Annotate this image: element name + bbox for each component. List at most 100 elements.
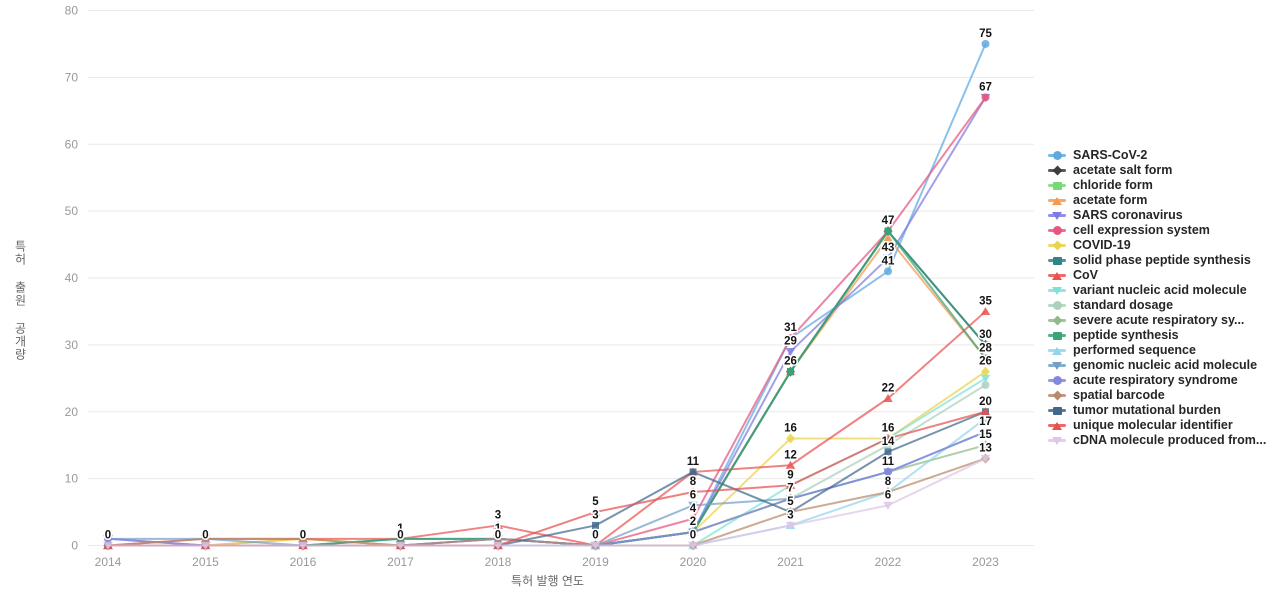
x-tick-label-2017: 2017 xyxy=(387,555,414,569)
circle-marker-icon xyxy=(1048,226,1066,236)
square-marker-icon xyxy=(1048,181,1066,191)
point-label: 12 xyxy=(784,449,797,461)
circle-marker-icon xyxy=(1048,301,1066,311)
data-point xyxy=(103,541,113,550)
data-point xyxy=(592,521,599,529)
data-point xyxy=(981,427,990,436)
data-point xyxy=(201,533,210,544)
legend-label: SARS coronavirus xyxy=(1073,208,1183,222)
y-tick-label: 50 xyxy=(65,204,79,218)
legend-item-unique-molecular-identifier[interactable]: unique molecular identifier xyxy=(1048,419,1266,432)
point-label: 2 xyxy=(690,516,696,528)
data-point xyxy=(493,541,503,550)
point-label: 8 xyxy=(690,476,697,488)
square-marker-icon xyxy=(1048,331,1066,341)
legend-item-solid-phase-peptide-synthesis[interactable]: solid phase peptide synthesis xyxy=(1048,254,1266,267)
data-point xyxy=(493,520,503,530)
legend-item-genomic-nucleic-acid-molecule[interactable]: genomic nucleic acid molecule xyxy=(1048,359,1266,372)
point-label: 11 xyxy=(882,456,895,468)
point-label: 28 xyxy=(979,342,992,354)
square-marker-icon xyxy=(1048,256,1066,266)
legend-item-variant-nucleic-acid-molecule[interactable]: variant nucleic acid molecule xyxy=(1048,284,1266,297)
legend-item-severe-acute-respiratory-sy-[interactable]: severe acute respiratory sy... xyxy=(1048,314,1266,327)
legend-label: peptide synthesis xyxy=(1073,328,1179,342)
legend-item-sars-coronavirus[interactable]: SARS coronavirus xyxy=(1048,209,1266,222)
series-sars-coronavirus xyxy=(103,93,991,550)
triangle-marker-icon xyxy=(1048,196,1066,206)
data-point xyxy=(397,535,404,543)
data-point xyxy=(785,521,796,530)
legend-item-acetate-salt-form[interactable]: acetate salt form xyxy=(1048,164,1266,177)
legend-item-sars-cov-2[interactable]: SARS-CoV-2 xyxy=(1048,149,1266,162)
legend-item-cdna-molecule-produced-from-[interactable]: cDNA molecule produced from... xyxy=(1048,434,1266,447)
legend-label: variant nucleic acid molecule xyxy=(1073,283,1247,297)
point-label: 0 xyxy=(397,530,403,542)
x-tick-label-2022: 2022 xyxy=(875,555,902,569)
series-peptide-synthesis xyxy=(104,227,989,549)
point-label: 15 xyxy=(979,429,992,441)
legend-item-cell-expression-system[interactable]: cell expression system xyxy=(1048,224,1266,237)
point-label: 11 xyxy=(687,456,700,468)
data-point xyxy=(884,467,892,476)
data-point xyxy=(688,487,698,496)
data-point xyxy=(590,541,601,550)
data-point xyxy=(883,487,893,497)
data-point xyxy=(493,533,503,544)
point-label: 47 xyxy=(882,215,895,227)
point-label: 0 xyxy=(300,530,306,542)
point-label: 0 xyxy=(105,530,111,542)
x-tick-label-2014: 2014 xyxy=(95,555,122,569)
legend-label: solid phase peptide synthesis xyxy=(1073,253,1251,267)
series-severe-acute-respiratory-sy- xyxy=(103,440,990,551)
legend-item-standard-dosage[interactable]: standard dosage xyxy=(1048,299,1266,312)
series-genomic-nucleic-acid-molecule xyxy=(103,428,991,550)
data-point xyxy=(883,393,893,402)
legend-item-covid-19[interactable]: COVID-19 xyxy=(1048,239,1266,252)
legend-label: severe acute respiratory sy... xyxy=(1073,313,1245,327)
data-point xyxy=(786,334,795,343)
y-tick-label: 40 xyxy=(65,271,79,285)
data-point xyxy=(689,514,697,523)
chart-legend: SARS-CoV-2 acetate salt form chloride form… xyxy=(1048,149,1266,447)
point-label: 26 xyxy=(784,356,797,368)
point-label: 0 xyxy=(202,530,208,542)
data-point xyxy=(980,413,991,423)
data-point xyxy=(884,441,892,450)
legend-label: acute respiratory syndrome xyxy=(1073,373,1238,387)
data-point xyxy=(980,454,991,464)
legend-item-spatial-barcode[interactable]: spatial barcode xyxy=(1048,389,1266,402)
legend-label: COVID-19 xyxy=(1073,238,1131,252)
legend-item-performed-sequence[interactable]: performed sequence xyxy=(1048,344,1266,357)
legend-label: SARS-CoV-2 xyxy=(1073,148,1148,162)
legend-item-cov[interactable]: CoV xyxy=(1048,269,1266,282)
legend-label: acetate salt form xyxy=(1073,163,1173,177)
triangle-down-marker-icon xyxy=(1048,436,1066,446)
triangle-marker-icon xyxy=(1048,421,1066,431)
data-point xyxy=(981,366,990,377)
triangle-marker-icon xyxy=(1048,346,1066,356)
data-point xyxy=(787,368,794,376)
legend-label: cell expression system xyxy=(1073,223,1210,237)
y-tick-label: 80 xyxy=(65,4,79,18)
point-label: 43 xyxy=(882,242,895,254)
y-tick-label: 30 xyxy=(65,338,79,352)
legend-item-tumor-mutational-burden[interactable]: tumor mutational burden xyxy=(1048,404,1266,417)
legend-item-chloride-form[interactable]: chloride form xyxy=(1048,179,1266,192)
legend-label: chloride form xyxy=(1073,178,1153,192)
legend-item-acute-respiratory-syndrome[interactable]: acute respiratory syndrome xyxy=(1048,374,1266,387)
data-point xyxy=(689,468,697,476)
data-point xyxy=(688,541,698,550)
triangle-down-marker-icon xyxy=(1048,361,1066,371)
diamond-marker-icon xyxy=(1048,390,1066,401)
legend-item-peptide-synthesis[interactable]: peptide synthesis xyxy=(1048,329,1266,342)
diamond-marker-icon xyxy=(1048,240,1066,251)
point-label: 16 xyxy=(784,423,797,435)
triangle-down-marker-icon xyxy=(1048,211,1066,221)
legend-item-acetate-form[interactable]: acetate form xyxy=(1048,194,1266,207)
point-label: 6 xyxy=(690,489,696,501)
point-label: 35 xyxy=(979,295,992,307)
x-tick-label-2016: 2016 xyxy=(290,555,317,569)
x-tick-label-2015: 2015 xyxy=(192,555,219,569)
series-cdna-molecule-produced-from- xyxy=(103,454,991,550)
